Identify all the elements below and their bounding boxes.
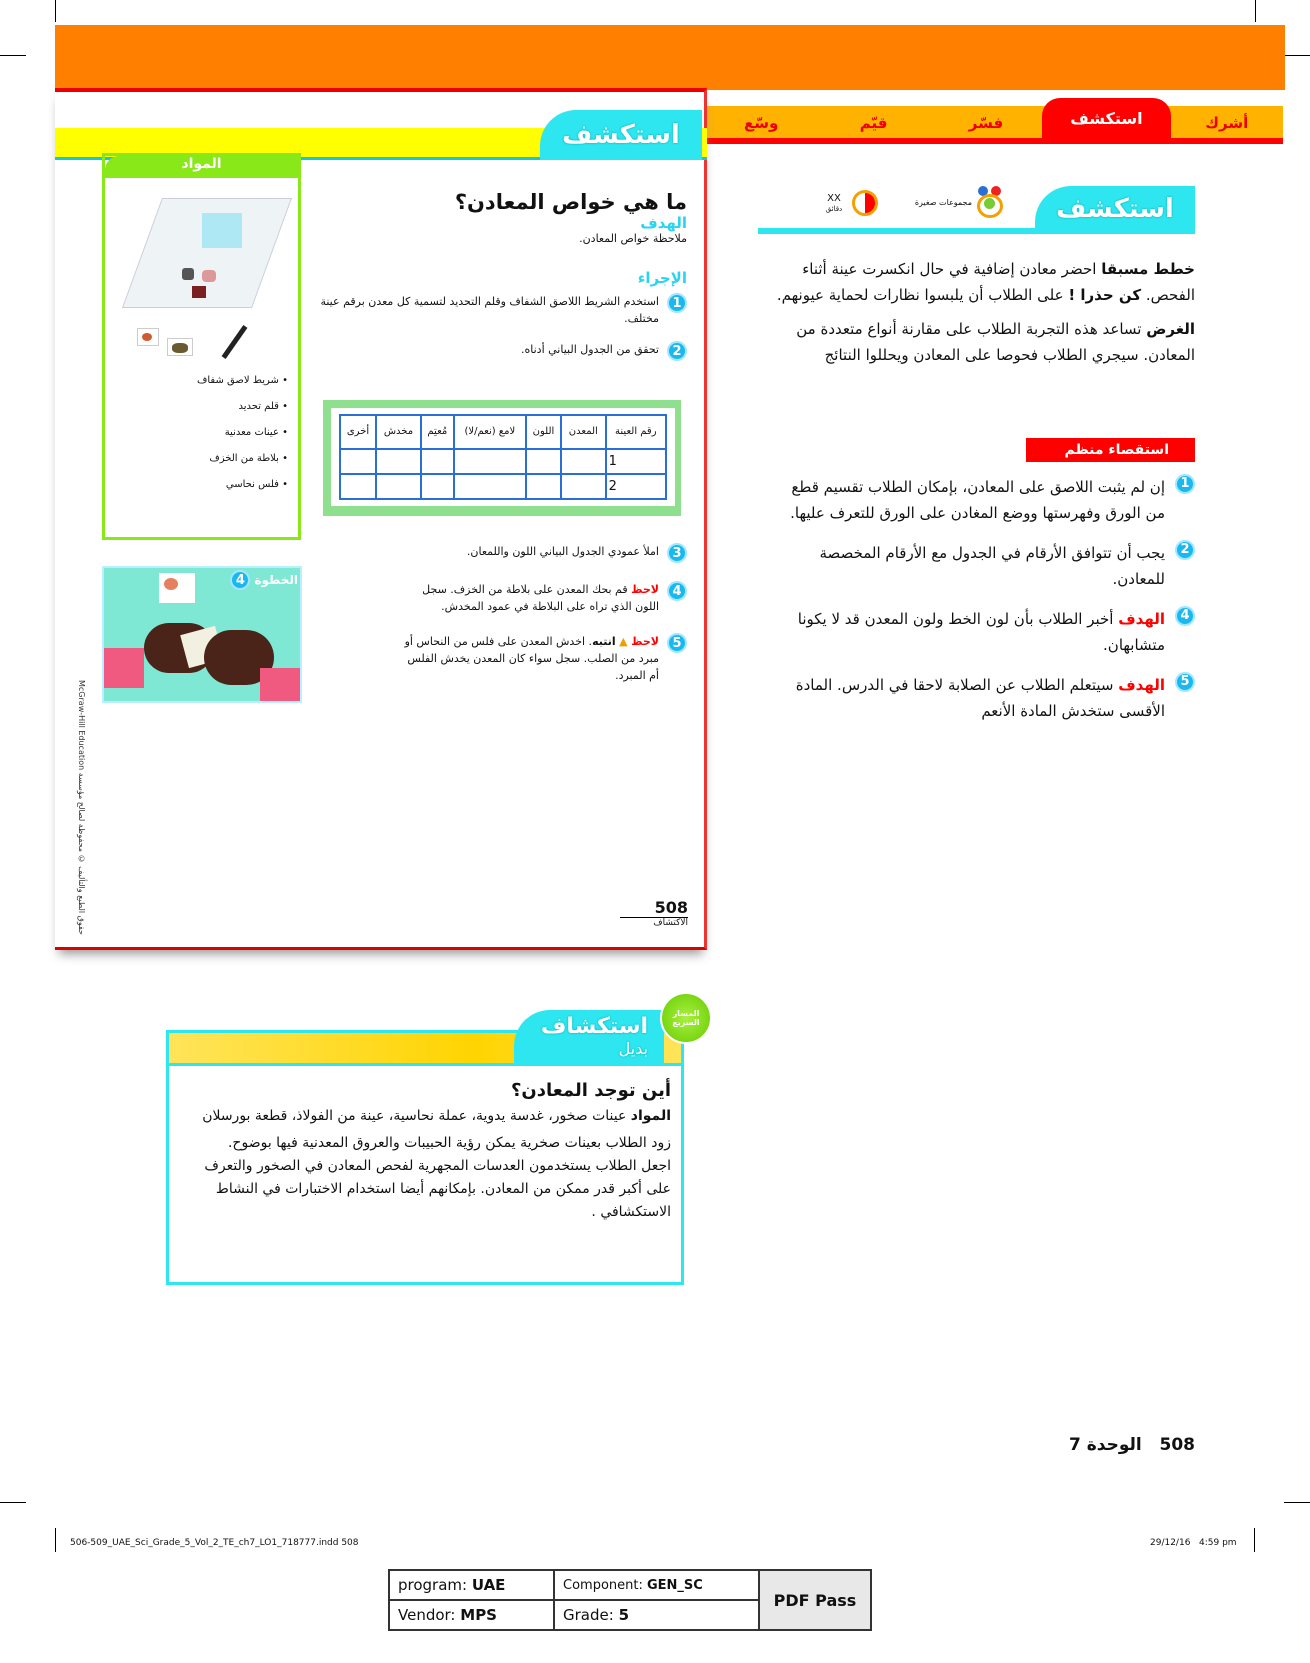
student-page-number: 508	[620, 898, 688, 918]
tab-engage[interactable]: أشرك	[1205, 114, 1249, 132]
alt-banner: استكشاف بديل	[514, 1010, 664, 1066]
inquiry-note: 5 الهدف سيتعلم الطلاب عن الصلابة لاحقا في…	[790, 672, 1195, 724]
table-header: المعدن	[560, 414, 607, 450]
tab-extend[interactable]: وسّع	[744, 114, 779, 132]
material-item: • بلاطة من الخزف	[209, 453, 288, 464]
student-page-label: الاكتشاف	[653, 918, 688, 928]
inquiry-note: 4 الهدف أخبر الطلاب بأن لون الخط ولون الم…	[790, 606, 1195, 658]
structured-inquiry-header: استقصاء منظم	[1026, 438, 1195, 462]
student-activity: ما هي خواص المعادن؟ الهدف ملاحظة خواص ال…	[320, 190, 687, 361]
procedure-step: 5 لاحظ ▲ انتبه. اخدش المعدن على فلس من ال…	[395, 633, 687, 684]
student-steps-continued: 3 املأ عمودي الجدول البياني اللون واللمعا…	[395, 543, 687, 684]
mineral-kit-image	[121, 188, 292, 359]
warning-triangle-icon: ▲	[619, 635, 628, 648]
procedure-step: 2 تحقق من الجدول البياني أدناه.	[320, 341, 687, 361]
inquiry-notes: 1 إن لم يثبت اللاصق على المعادن، بإمكان ا…	[790, 474, 1195, 724]
table-header: أخرى	[338, 414, 378, 450]
material-item: • شريط لاصق شفاف	[197, 375, 288, 386]
activity-title: ما هي خواص المعادن؟	[454, 190, 687, 214]
table-header: رقم العينة	[604, 414, 668, 450]
pdf-status: PDF Pass	[758, 1569, 872, 1631]
alternative-explore-box: أين توجد المعادن؟ المواد عينات صخور، غدس…	[166, 1030, 684, 1285]
materials-header: المواد	[105, 156, 298, 178]
procedure-step: 3 املأ عمودي الجدول البياني اللون واللمعا…	[395, 543, 687, 563]
table-header: مخدش	[375, 414, 422, 450]
time-estimate: XX دقائق	[825, 193, 843, 214]
student-page-footer: 508 الاكتشاف	[620, 898, 688, 928]
crop-mark	[1284, 55, 1310, 56]
goal-heading: الهدف	[640, 214, 687, 232]
student-banner: استكشف	[540, 110, 702, 160]
group-size-label: مجموعات صغيرة	[914, 198, 972, 207]
print-date: 29/12/16 4:59 pm	[1150, 1538, 1237, 1548]
alt-title: أين توجد المعادن؟	[510, 1080, 671, 1101]
explore-banner-line	[758, 228, 1195, 234]
copyright-notice: McGraw-Hill Education حقوق الطبع والتألي…	[77, 680, 86, 935]
unit-footer: 508 الوحدة 7	[1068, 1435, 1195, 1455]
proof-stamp: program: UAE Component: GEN_SC PDF Pass …	[388, 1569, 872, 1631]
table-header: لامع (نعم/لا)	[452, 414, 527, 450]
data-table-card: رقم العينة المعدن اللون لامع (نعم/لا) مُ…	[323, 400, 681, 516]
timer-icon	[852, 190, 878, 216]
table-row: 1	[338, 447, 668, 475]
crop-mark	[55, 0, 56, 22]
table-row: 2	[338, 472, 668, 501]
inquiry-note: 2 يجب أن تتوافق الأرقام في الجدول مع الأر…	[790, 540, 1195, 592]
explore-banner: استكشف	[1035, 186, 1195, 232]
lesson-phase-tabs: أشرك استكشف فسّر قيّم وسّع	[705, 98, 1283, 144]
material-item: • عينات معدنية	[224, 427, 288, 438]
crop-mark	[0, 1502, 26, 1503]
tab-explore[interactable]: استكشف	[1042, 98, 1171, 144]
small-groups-icon	[975, 186, 1005, 218]
crop-mark	[1255, 0, 1256, 22]
alt-materials: المواد عينات صخور، غدسة يدوية، عملة نحاس…	[202, 1108, 671, 1124]
table-header: مُعتِم	[419, 414, 455, 450]
teacher-notes: خطط مسبقا احضر معادن إضافية في حال انكسر…	[752, 256, 1195, 368]
material-item: • قلم تحديد	[238, 401, 288, 412]
tab-explain[interactable]: فسّر	[968, 114, 1004, 132]
purpose-note: الغرض تساعد هذه التجربة الطلاب على مقارن…	[796, 320, 1195, 364]
materials-box: المواد • شريط لاصق شفاف • قلم تحديد • عي…	[102, 153, 301, 540]
top-color-band	[55, 25, 1285, 90]
crop-mark	[1284, 1502, 1310, 1503]
material-item: • فلس نحاسي	[225, 479, 288, 490]
procedure-step: 4 لاحظ قم بحك المعدن على بلاطة من الخزف. …	[395, 581, 687, 615]
alt-body: زود الطلاب بعينات صخرية يمكن رؤية الحبيب…	[204, 1135, 671, 1220]
tab-evaluate[interactable]: قيّم	[859, 114, 888, 132]
procedure-step: 1 استخدم الشريط اللاصق الشفاف وقلم التحدي…	[320, 293, 687, 327]
data-table: رقم العينة المعدن اللون لامع (نعم/لا) مُ…	[338, 414, 668, 501]
procedure-heading: الإجراء	[637, 269, 687, 287]
step-4-photo: الخطوة 4	[102, 566, 302, 703]
photo-step-label: الخطوة 4	[230, 570, 298, 590]
fast-track-badge: المسار السريع	[660, 992, 712, 1044]
file-slug: 506-509_UAE_Sci_Grade_5_Vol_2_TE_ch7_LO1…	[70, 1538, 359, 1548]
table-header: اللون	[524, 414, 563, 450]
crop-mark	[0, 55, 26, 56]
plan-ahead-note: خطط مسبقا احضر معادن إضافية في حال انكسر…	[776, 260, 1195, 304]
materials-list: • شريط لاصق شفاف • قلم تحديد • عينات معد…	[105, 358, 298, 498]
goal-text: ملاحظة خواص المعادن.	[579, 232, 687, 245]
inquiry-note: 1 إن لم يثبت اللاصق على المعادن، بإمكان ا…	[790, 474, 1195, 526]
